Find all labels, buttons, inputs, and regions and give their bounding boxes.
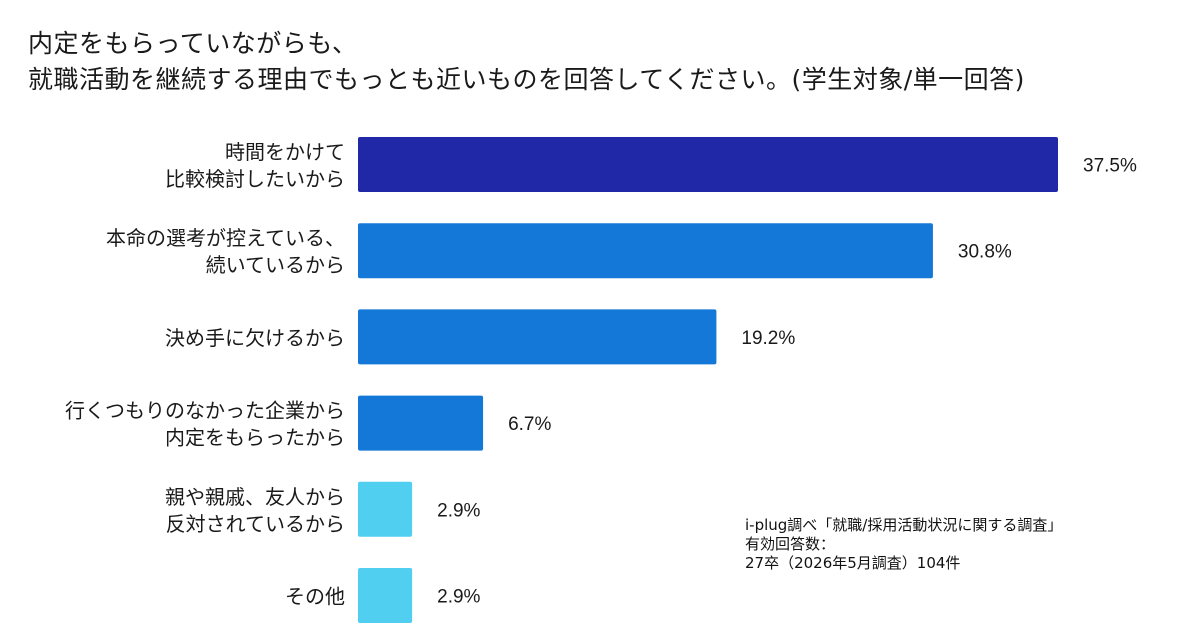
- bar-3: [358, 309, 717, 365]
- category-label-4-line-1: 行くつもりのなかった企業から: [65, 399, 345, 423]
- chart-title-line-1: 内定をもらっていながらも、: [28, 29, 358, 58]
- source-line-3: 27卒（2026年5月調査）104件: [745, 554, 961, 572]
- value-label-4: 6.7%: [508, 414, 551, 435]
- bar-6: [358, 568, 413, 623]
- value-label-6: 2.9%: [437, 587, 480, 608]
- value-label-5: 2.9%: [437, 500, 480, 521]
- chart-title: 内定をもらっていながらも、 就職活動を継続する理由でもっとも近いものを回答してく…: [28, 26, 1178, 98]
- category-label-5-line-2: 反対されているから: [166, 512, 345, 536]
- category-label-3-line-1: 決め手に欠けるから: [165, 326, 345, 350]
- category-label-1-line-2: 比較検討したいから: [165, 167, 345, 191]
- bar-1: [358, 137, 1058, 192]
- source-line-2: 有効回答数：: [745, 535, 836, 553]
- category-label-2-line-1: 本命の選考が控えている、: [106, 226, 345, 250]
- chart-title-line-2: 就職活動を継続する理由でもっとも近いものを回答してください。(学生対象/単一回答…: [28, 65, 1025, 94]
- category-label-2-line-2: 続いているから: [206, 253, 345, 277]
- category-label-1-line-1: 時間をかけて: [225, 140, 345, 164]
- bar-2: [358, 223, 933, 279]
- value-label-3: 19.2%: [741, 328, 795, 349]
- value-label-2: 30.8%: [958, 242, 1012, 263]
- source-note: i-plug調べ「就職/採用活動状況に関する調査」 有効回答数： 27卒（202…: [745, 516, 1062, 573]
- source-line-1: i-plug調べ「就職/採用活動状況に関する調査」: [745, 516, 1063, 534]
- category-label-4-line-2: 内定をもらったから: [165, 426, 345, 450]
- bar-4: [358, 395, 484, 451]
- category-label-5-line-1: 親や親戚、友人から: [165, 485, 345, 509]
- bar-5: [358, 481, 413, 537]
- value-label-1: 37.5%: [1083, 156, 1137, 177]
- category-label-6-line-1: その他: [285, 585, 345, 609]
